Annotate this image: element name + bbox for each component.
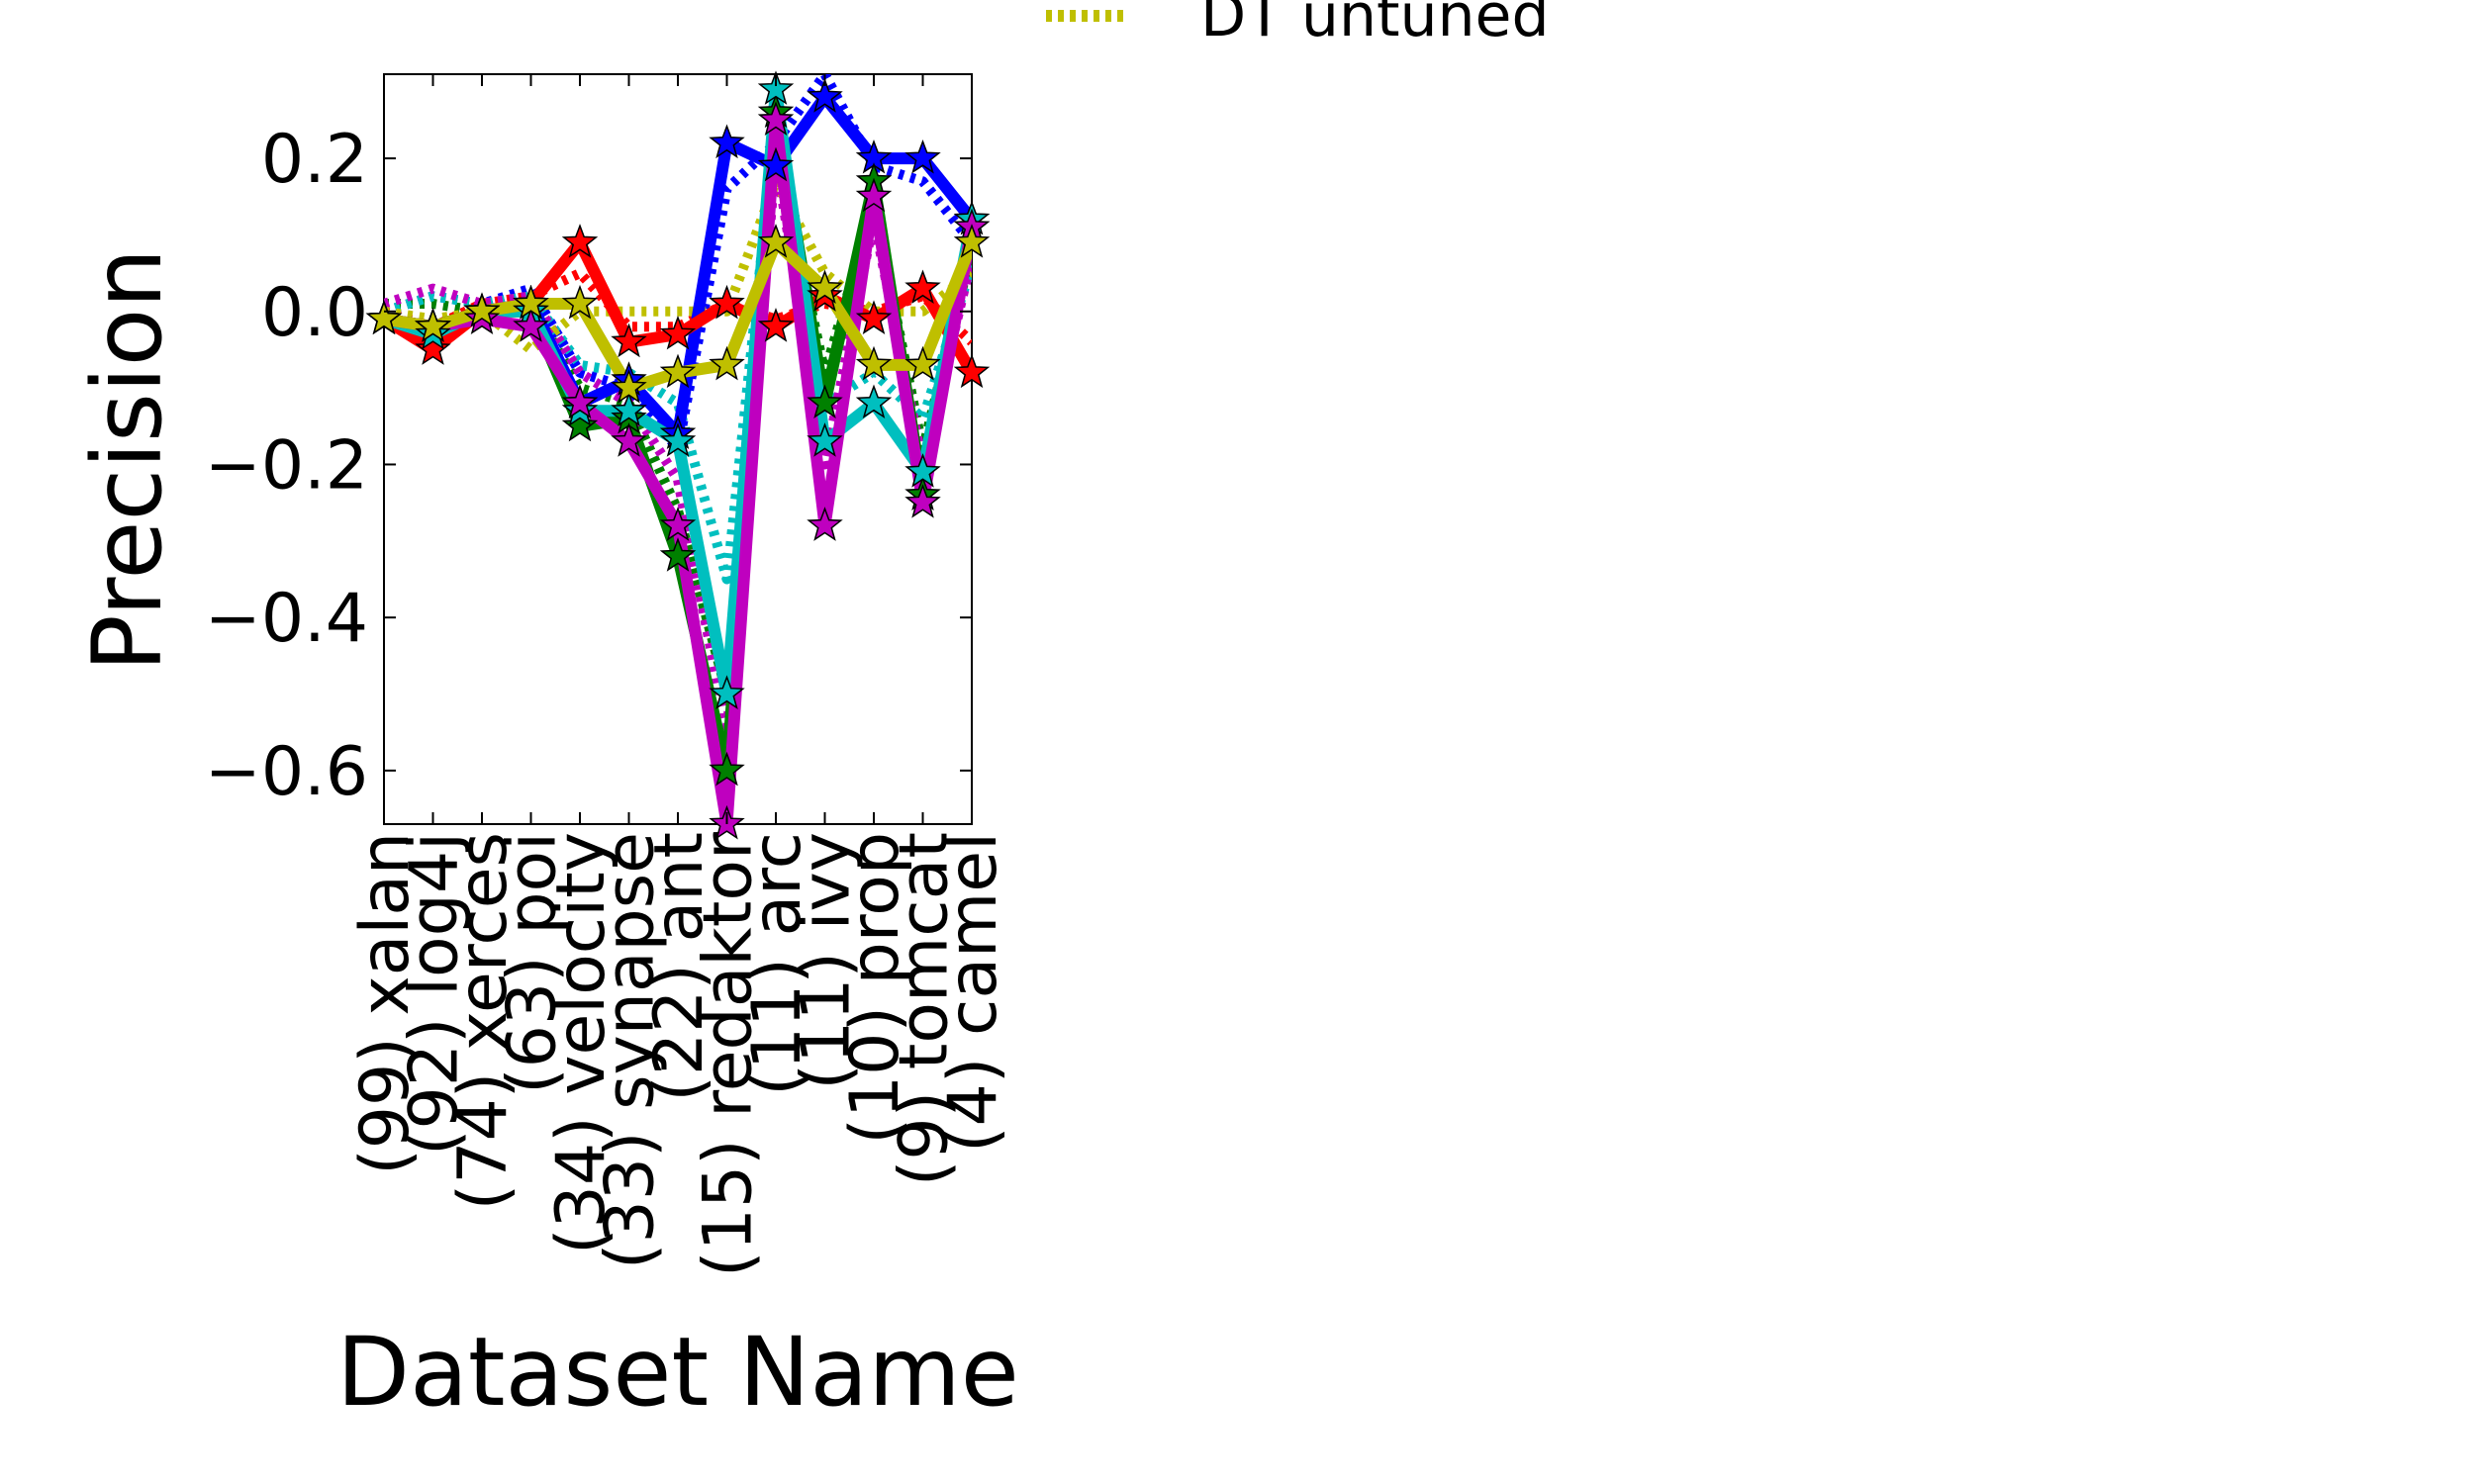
data-point-marker	[855, 177, 893, 213]
data-point-marker	[904, 453, 941, 488]
legend: DT untuned	[1046, 0, 1550, 50]
data-point-marker	[611, 368, 647, 404]
data-point-marker	[904, 345, 941, 381]
data-point-marker	[513, 308, 549, 342]
y-tick-label: −0.2	[205, 426, 368, 505]
data-point-marker	[415, 330, 451, 365]
data-point-marker	[659, 507, 697, 541]
data-point-marker	[807, 384, 843, 419]
x-tick-label: (10) prop	[836, 832, 914, 1145]
data-point-marker	[904, 139, 941, 174]
data-point-marker	[757, 70, 795, 105]
x-tick-label: (11) ivy	[788, 832, 866, 1090]
x-tick-label: (22) ant	[640, 832, 718, 1102]
data-point-marker	[561, 407, 599, 442]
data-point-marker	[709, 124, 745, 159]
data-point-marker	[757, 224, 795, 258]
x-tick-label: (4) camel	[934, 832, 1012, 1153]
data-point-marker	[904, 483, 941, 518]
data-point-marker	[463, 292, 501, 327]
x-tick-label: (74) xerces	[444, 832, 523, 1210]
data-point-marker	[807, 507, 843, 541]
data-point-marker	[855, 384, 893, 419]
x-tick-label: (34) velocity	[542, 832, 620, 1254]
data-point-marker	[415, 308, 451, 342]
data-point-marker	[807, 422, 843, 457]
x-tick-label: (99) xalan	[346, 832, 425, 1175]
data-point-marker	[709, 751, 745, 787]
data-point-marker	[709, 345, 745, 381]
x-tick-label: (33) synapse	[592, 832, 670, 1269]
data-point-marker	[659, 315, 697, 350]
data-point-marker	[611, 392, 647, 426]
x-tick-label: (63) poi	[494, 832, 572, 1094]
data-point-marker	[855, 345, 893, 381]
data-point-marker	[807, 78, 843, 113]
data-point-marker	[855, 300, 893, 335]
data-point-marker	[611, 323, 647, 358]
data-point-marker	[953, 224, 991, 258]
data-point-marker	[561, 384, 599, 419]
y-tick-label: 0.2	[261, 121, 368, 199]
x-tick-label: (92) log4j	[396, 832, 474, 1156]
y-axis: −0.6 −0.4 −0.2 0.0 0.2	[205, 121, 972, 811]
data-point-marker	[757, 308, 795, 342]
x-axis: (99) xalan(92) log4j(74) xerces(63) poi(…	[346, 74, 1012, 1277]
data-point-marker	[659, 537, 697, 572]
y-tick-label: −0.4	[205, 580, 368, 658]
x-axis-title: Dataset Name	[336, 1317, 1019, 1428]
y-axis-title: Precision	[72, 248, 183, 672]
data-point-marker	[561, 284, 599, 320]
data-point-marker	[513, 284, 549, 320]
y-tick-label: 0.0	[261, 274, 368, 352]
x-tick-label: (15) redaktor	[690, 832, 768, 1277]
data-point-marker	[953, 353, 991, 389]
x-tick-label: (11) arc	[738, 832, 816, 1096]
legend-label-dt-untuned: DT untuned	[1200, 0, 1550, 50]
data-point-marker	[904, 269, 941, 305]
data-point-marker	[365, 300, 403, 335]
data-point-marker	[709, 284, 745, 320]
data-point-marker	[561, 224, 599, 258]
data-point-marker	[757, 101, 795, 136]
data-point-marker	[611, 422, 647, 457]
data-point-marker	[757, 146, 795, 182]
marker-layer	[365, 70, 991, 840]
data-point-marker	[807, 269, 843, 305]
y-tick-label: −0.6	[205, 733, 368, 811]
data-point-marker	[659, 422, 697, 457]
x-tick-label: (9) tomcat	[886, 832, 964, 1186]
data-point-marker	[659, 353, 697, 389]
data-point-marker	[709, 675, 745, 710]
